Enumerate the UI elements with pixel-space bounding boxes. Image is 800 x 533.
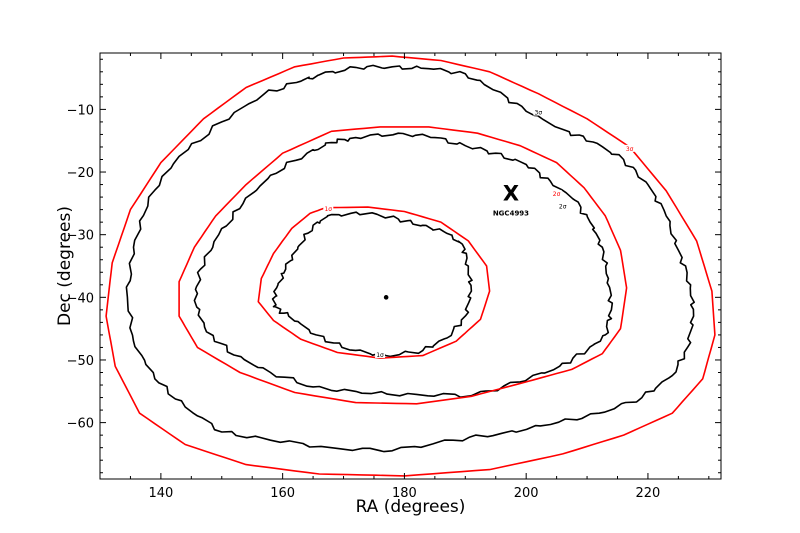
marker-layer: X NGC4993: [383, 181, 529, 300]
y-tick-label: −60: [67, 417, 94, 432]
y-tick-label: −50: [67, 354, 94, 369]
x-tick-label: 160: [270, 486, 295, 501]
y-tick-label: −10: [67, 103, 94, 118]
contour-label: 3σ: [626, 146, 634, 153]
plot-frame: [99, 52, 722, 480]
contour-label: 2σ: [553, 191, 561, 198]
contour-label-bg: [557, 202, 568, 210]
y-tick-label: −30: [67, 229, 94, 244]
y-tick-label: −40: [67, 291, 94, 306]
plot-background: [100, 53, 721, 479]
contour-label-bg: [533, 108, 544, 116]
contour-label: 1σ: [324, 206, 332, 213]
x-axis-label: RA (degrees): [356, 497, 466, 517]
y-axis-label: Dec (degrees): [55, 206, 75, 326]
ngc4993-marker: X: [503, 181, 519, 205]
contour-model-2: [257, 206, 491, 359]
x-tick-label: 200: [514, 486, 539, 501]
contour-label: 1σ: [376, 352, 384, 359]
center-point: [383, 295, 389, 300]
contour-measured-3: [193, 132, 614, 398]
contour-label-bg: [323, 204, 334, 212]
x-tick-label: 220: [636, 486, 661, 501]
contour-model-4: [178, 126, 628, 405]
tick-layer: 140 160 180 200 220 −60 −50 −40 −30 −20 −10: [67, 53, 721, 501]
contour-label-layer: 1σ 1σ 2σ 2σ 3σ 3σ: [323, 108, 635, 359]
contour-label-bg: [375, 350, 386, 358]
y-tick-label: −20: [67, 166, 94, 181]
x-tick-label: 180: [392, 486, 417, 501]
x-tick-label: 140: [148, 486, 173, 501]
contour-label-bg: [624, 144, 635, 152]
contour-measured-5: [125, 64, 695, 453]
contour-measured-1: [271, 211, 473, 358]
contour-model-6: [105, 55, 716, 477]
contour-series-layer: [105, 55, 716, 477]
ngc4993-label: NGC4993: [493, 209, 529, 217]
contour-label: 3σ: [535, 110, 543, 117]
contour-label: 2σ: [559, 203, 567, 210]
contour-label-bg: [551, 189, 562, 197]
